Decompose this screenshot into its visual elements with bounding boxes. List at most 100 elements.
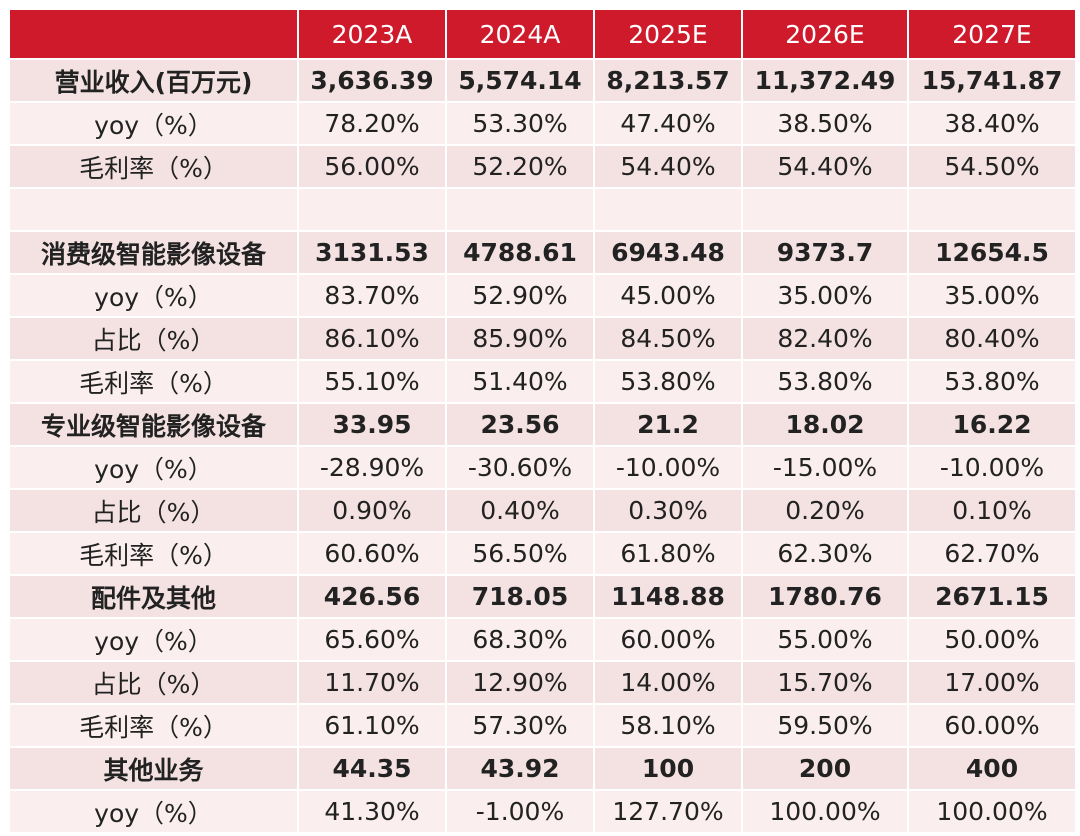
row-label: 消费级智能影像设备 xyxy=(8,230,299,275)
value-cell: 3131.53 xyxy=(297,230,447,275)
table-row: 毛利率（%） 61.10% 57.30% 58.10% 59.50% 60.00% xyxy=(8,703,1077,748)
table-row: yoy（%） 78.20% 53.30% 47.40% 38.50% 38.40% xyxy=(8,101,1077,146)
value-cell: 65.60% xyxy=(297,617,447,662)
row-label: 配件及其他 xyxy=(8,574,299,619)
financial-table: 2023A 2024A 2025E 2026E 2027E 营业收入(百万元) 3,636… xyxy=(8,8,1077,834)
value-cell: 127.70% xyxy=(593,789,743,834)
value-cell xyxy=(593,187,743,232)
value-cell: 54.40% xyxy=(741,144,909,189)
value-cell: 57.30% xyxy=(445,703,595,748)
header-cell: 2025E xyxy=(593,8,743,60)
value-cell: 16.22 xyxy=(907,402,1077,447)
value-cell: 718.05 xyxy=(445,574,595,619)
value-cell: 3,636.39 xyxy=(297,58,447,103)
table-row: 毛利率（%） 55.10% 51.40% 53.80% 53.80% 53.80% xyxy=(8,359,1077,404)
value-cell: 1780.76 xyxy=(741,574,909,619)
table-row: 占比（%） 11.70% 12.90% 14.00% 15.70% 17.00% xyxy=(8,660,1077,705)
row-label: yoy（%） xyxy=(8,101,299,146)
value-cell xyxy=(445,187,595,232)
value-cell: -10.00% xyxy=(907,445,1077,490)
row-label: 占比（%） xyxy=(8,488,299,533)
row-label: yoy（%） xyxy=(8,617,299,662)
value-cell: 78.20% xyxy=(297,101,447,146)
value-cell: 23.56 xyxy=(445,402,595,447)
value-cell: 400 xyxy=(907,746,1077,791)
table-row xyxy=(8,187,1077,232)
value-cell: 14.00% xyxy=(593,660,743,705)
row-label xyxy=(8,187,299,232)
table-row: 其他业务 44.35 43.92 100 200 400 xyxy=(8,746,1077,791)
value-cell: -30.60% xyxy=(445,445,595,490)
value-cell: 18.02 xyxy=(741,402,909,447)
value-cell xyxy=(741,187,909,232)
value-cell: -1.00% xyxy=(445,789,595,834)
header-cell: 2024A xyxy=(445,8,595,60)
value-cell: 15,741.87 xyxy=(907,58,1077,103)
row-label: 营业收入(百万元) xyxy=(8,58,299,103)
row-label: 毛利率（%） xyxy=(8,359,299,404)
header-row: 2023A 2024A 2025E 2026E 2027E xyxy=(8,8,1077,60)
value-cell: 84.50% xyxy=(593,316,743,361)
value-cell: 54.50% xyxy=(907,144,1077,189)
value-cell: 83.70% xyxy=(297,273,447,318)
value-cell: 38.50% xyxy=(741,101,909,146)
row-label: 专业级智能影像设备 xyxy=(8,402,299,447)
value-cell: 17.00% xyxy=(907,660,1077,705)
table-row: yoy（%） -28.90% -30.60% -10.00% -15.00% -10.00… xyxy=(8,445,1077,490)
value-cell: 200 xyxy=(741,746,909,791)
row-label: 毛利率（%） xyxy=(8,703,299,748)
value-cell: 0.10% xyxy=(907,488,1077,533)
value-cell: 1148.88 xyxy=(593,574,743,619)
table-row: yoy（%） 83.70% 52.90% 45.00% 35.00% 35.00% xyxy=(8,273,1077,318)
value-cell: 45.00% xyxy=(593,273,743,318)
header-cell: 2026E xyxy=(741,8,909,60)
value-cell: -28.90% xyxy=(297,445,447,490)
row-label: 毛利率（%） xyxy=(8,144,299,189)
table-row: 配件及其他 426.56 718.05 1148.88 1780.76 2671.15 xyxy=(8,574,1077,619)
value-cell: 62.30% xyxy=(741,531,909,576)
table-row: yoy（%） 65.60% 68.30% 60.00% 55.00% 50.00% xyxy=(8,617,1077,662)
value-cell: 0.30% xyxy=(593,488,743,533)
value-cell: 100.00% xyxy=(741,789,909,834)
value-cell: 33.95 xyxy=(297,402,447,447)
row-label: 占比（%） xyxy=(8,660,299,705)
value-cell: 0.20% xyxy=(741,488,909,533)
value-cell: 56.00% xyxy=(297,144,447,189)
value-cell: 15.70% xyxy=(741,660,909,705)
value-cell: 68.30% xyxy=(445,617,595,662)
value-cell: 9373.7 xyxy=(741,230,909,275)
value-cell: 100 xyxy=(593,746,743,791)
value-cell: 82.40% xyxy=(741,316,909,361)
row-label: 其他业务 xyxy=(8,746,299,791)
table-row: 占比（%） 86.10% 85.90% 84.50% 82.40% 80.40% xyxy=(8,316,1077,361)
table-row: 营业收入(百万元) 3,636.39 5,574.14 8,213.57 11,372.… xyxy=(8,58,1077,103)
value-cell: 60.60% xyxy=(297,531,447,576)
value-cell: 21.2 xyxy=(593,402,743,447)
value-cell: 53.30% xyxy=(445,101,595,146)
value-cell xyxy=(907,187,1077,232)
value-cell: 62.70% xyxy=(907,531,1077,576)
table-row: 消费级智能影像设备 3131.53 4788.61 6943.48 9373.7 1265… xyxy=(8,230,1077,275)
row-label: 占比（%） xyxy=(8,316,299,361)
table-row: 专业级智能影像设备 33.95 23.56 21.2 18.02 16.22 xyxy=(8,402,1077,447)
value-cell: 44.35 xyxy=(297,746,447,791)
value-cell: 47.40% xyxy=(593,101,743,146)
value-cell: 55.10% xyxy=(297,359,447,404)
value-cell: 60.00% xyxy=(907,703,1077,748)
value-cell: 59.50% xyxy=(741,703,909,748)
value-cell: 61.80% xyxy=(593,531,743,576)
value-cell: 54.40% xyxy=(593,144,743,189)
value-cell: 6943.48 xyxy=(593,230,743,275)
value-cell: 61.10% xyxy=(297,703,447,748)
value-cell: 53.80% xyxy=(741,359,909,404)
value-cell: 100.00% xyxy=(907,789,1077,834)
table-row: 占比（%） 0.90% 0.40% 0.30% 0.20% 0.10% xyxy=(8,488,1077,533)
value-cell: 0.40% xyxy=(445,488,595,533)
value-cell: 12654.5 xyxy=(907,230,1077,275)
value-cell: 53.80% xyxy=(907,359,1077,404)
value-cell: 4788.61 xyxy=(445,230,595,275)
table-row: 毛利率（%） 56.00% 52.20% 54.40% 54.40% 54.50% xyxy=(8,144,1077,189)
value-cell: -15.00% xyxy=(741,445,909,490)
value-cell: 58.10% xyxy=(593,703,743,748)
